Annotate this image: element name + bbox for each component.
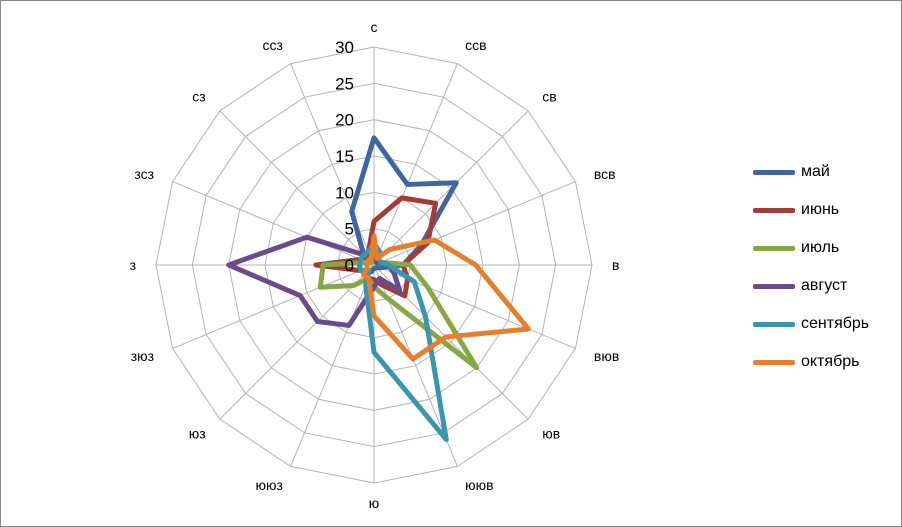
direction-label: зюз xyxy=(131,348,154,364)
grid-spoke xyxy=(290,264,375,467)
direction-label: зсз xyxy=(134,166,154,182)
direction-label: сз xyxy=(192,89,205,105)
radial-tick-label: 5 xyxy=(345,220,354,239)
legend-swatch xyxy=(753,321,795,327)
radial-tick-label: 30 xyxy=(335,38,354,57)
direction-label: з xyxy=(130,257,136,273)
legend-label: сентябрь xyxy=(801,315,870,332)
legend-swatch xyxy=(753,169,795,175)
direction-label: ююв xyxy=(465,477,493,493)
grid-spoke xyxy=(172,181,375,266)
direction-label: юз xyxy=(189,425,206,441)
direction-label: ююз xyxy=(255,477,282,493)
legend-swatch xyxy=(753,359,795,365)
grid-spoke xyxy=(219,264,375,420)
legend-label: июнь xyxy=(801,201,840,218)
direction-label: ссз xyxy=(262,37,282,53)
series-line-5 xyxy=(361,233,531,362)
grid-spoke xyxy=(172,264,375,349)
legend-item: октябрь xyxy=(753,343,893,381)
grid-spoke xyxy=(373,63,458,266)
series-line-4 xyxy=(356,240,449,443)
direction-label: в xyxy=(612,257,619,273)
legend-label: октябрь xyxy=(801,353,860,370)
direction-label: с xyxy=(371,19,378,35)
legend-swatch xyxy=(753,245,795,251)
legend-item: сентябрь xyxy=(753,305,893,343)
legend-item: май xyxy=(753,153,893,191)
radar-grid xyxy=(155,46,593,484)
radial-tick-label: 20 xyxy=(335,111,354,130)
legend-swatch xyxy=(753,207,795,213)
legend-item: июль xyxy=(753,229,893,267)
radial-tick-label: 25 xyxy=(335,74,354,93)
grid-spoke xyxy=(219,110,375,266)
grid-spoke xyxy=(290,63,375,266)
axis-labels: с ссв св всв в вюв юв ююв ю ююз юз зюз з зсз сз ссз 0 5 10… xyxy=(130,19,620,511)
direction-label: всв xyxy=(594,166,616,182)
direction-label: юв xyxy=(542,425,560,441)
direction-label: св xyxy=(542,89,556,105)
legend-item: июнь xyxy=(753,191,893,229)
legend-swatch xyxy=(753,283,795,289)
legend-label: май xyxy=(801,163,830,180)
radial-tick-label: 15 xyxy=(335,147,354,166)
legend-label: август xyxy=(801,277,848,294)
radial-tick-label: 10 xyxy=(335,183,354,202)
legend-item: август xyxy=(753,267,893,305)
grid-spoke xyxy=(373,181,576,266)
chart-legend: май июнь июль август сентябрь октябрь xyxy=(753,153,893,381)
radial-tick-label: 0 xyxy=(345,256,354,275)
direction-label: ю xyxy=(369,495,380,511)
direction-label: ссв xyxy=(465,37,486,53)
direction-label: вюв xyxy=(594,348,619,364)
series-layer xyxy=(226,135,531,443)
legend-label: июль xyxy=(801,239,840,256)
